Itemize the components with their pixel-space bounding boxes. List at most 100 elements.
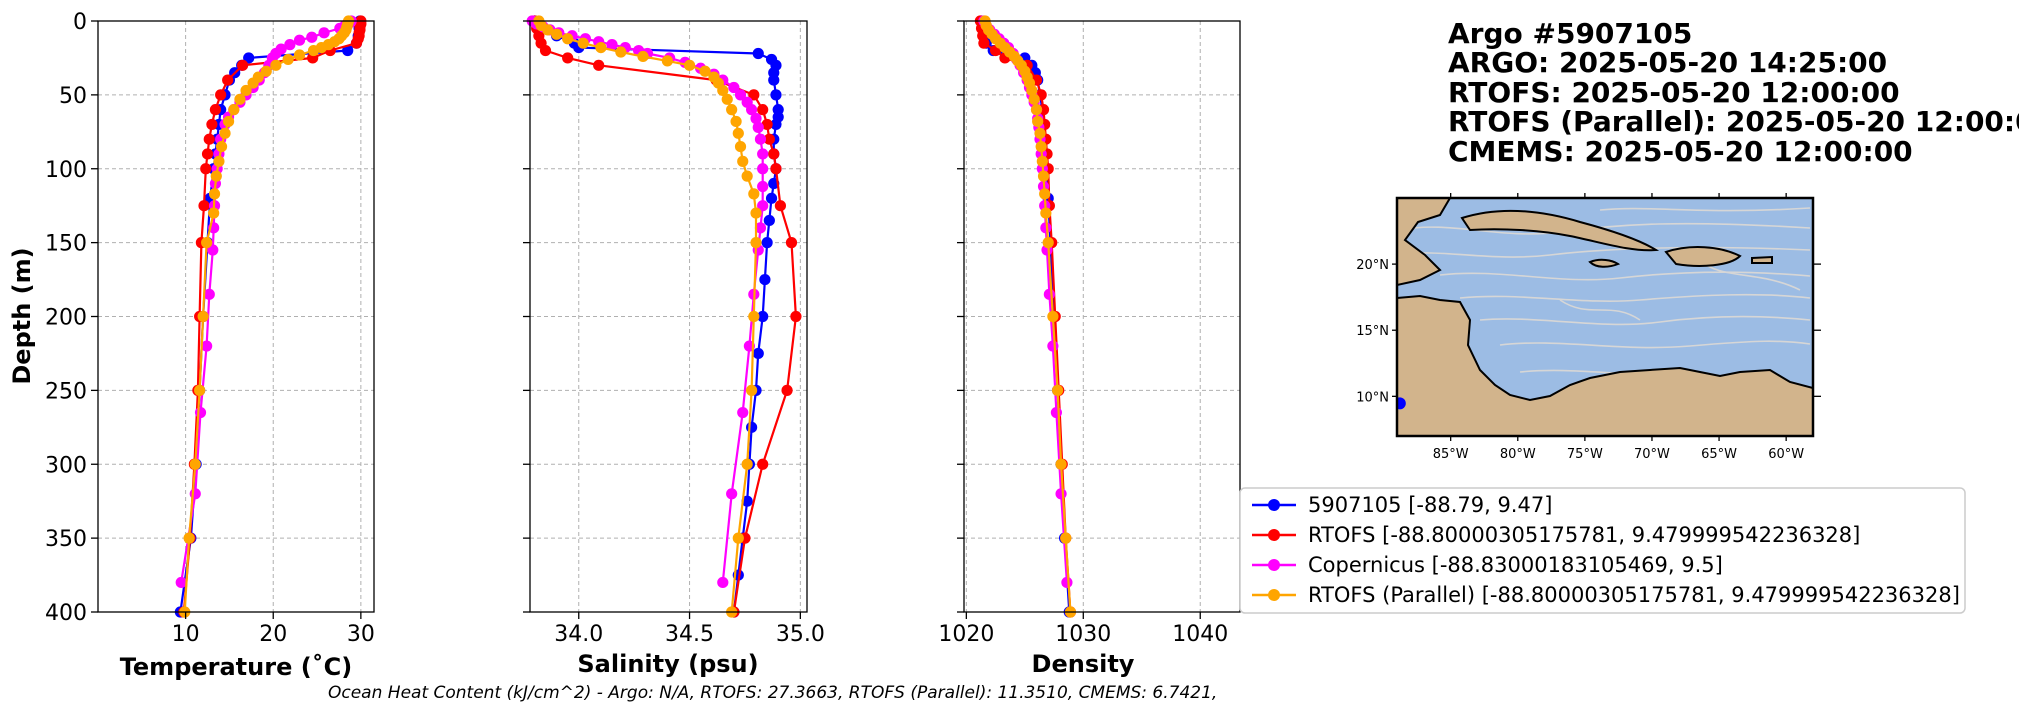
salinity-rtofs-point [768,148,780,160]
salinity-rtofs-point [790,310,802,323]
salinity-rtofs-parallel-point [562,33,574,45]
density-copernicus-point [1040,222,1052,234]
info-rtofs-time: RTOFS: 2025-05-20 12:00:00 [1448,76,1900,109]
salinity-argo-point [741,495,753,507]
info-rtofs-parallel-time: RTOFS (Parallel): 2025-05-20 12:00:00 [1448,105,2019,138]
legend-argo-swatch-marker [1268,499,1280,511]
salinity-rtofs-parallel-point [732,127,744,139]
ocean-heat-content-footer: Ocean Heat Content (kJ/cm^2) - Argo: N/A… [328,683,1217,703]
temperature-argo-point [342,44,354,57]
temperature-copernicus-point [306,31,318,43]
salinity-rtofs-parallel-point [737,155,749,167]
salinity-rtofs-parallel-point [750,237,762,249]
density-copernicus-point [1043,288,1055,300]
temperature-copernicus-point [189,488,201,500]
map-lat-label: 15°N [1356,324,1389,339]
salinity-copernicus-point [757,200,769,212]
depth-tick-label: 400 [45,601,87,626]
salinity-rtofs-parallel-point [683,59,696,71]
salinity-copernicus-point [757,163,769,175]
salinity-rtofs-parallel-point [595,41,607,54]
salinity-copernicus-point [734,89,747,101]
temperature-rtofs-parallel-point [222,115,235,128]
temperature-copernicus-point [194,406,207,419]
density-rtofs-parallel-point [1037,170,1050,182]
salinity-argo-point [770,89,782,101]
temperature-copernicus-point [207,244,219,256]
salinity-argo-point [752,47,764,60]
temperature-copernicus-point [293,34,306,46]
salinity-rtofs-parallel-point [542,24,554,36]
temperature-argo-point [243,52,255,64]
temperature-rtofs-parallel-point [197,310,209,323]
salinity-rtofs-parallel-point [550,28,563,40]
temperature-copernicus-point [284,39,296,51]
temperature-rtofs-point [198,200,210,212]
temperature-rtofs-point [215,89,227,101]
legend-copernicus-swatch-marker [1268,559,1280,571]
density-rtofs-parallel-point [1060,532,1072,544]
depth-tick-label: 100 [45,158,87,183]
salinity-copernicus-point [754,133,767,145]
salinity-rtofs-parallel-point [721,93,733,105]
salinity-rtofs-point [761,118,773,131]
temperature-rtofs-parallel-point [208,207,220,219]
legend-argo-label: 5907105 [-88.79, 9.47] [1308,493,1552,517]
profile-info: Argo #5907105 ARGO: 2025-05-20 14:25:00 … [1448,17,2019,168]
density-rtofs-parallel-point [1032,115,1044,128]
temperature-xlabel: Temperature (˚C) [120,653,353,681]
salinity-argo-point [759,273,771,286]
temperature-rtofs-parallel-point [210,170,222,182]
density-panel: 1020 1030 1040 Density [938,15,1241,678]
density-copernicus-point [1050,406,1062,419]
salinity-argo-point [752,347,764,360]
temperature-rtofs-point [203,133,215,145]
temperature-rtofs-point [200,163,212,175]
density-rtofs-point [978,37,990,49]
temperature-rtofs-parallel-point [201,237,213,249]
temperature-rtofs-parallel-point [240,84,252,97]
density-rtofs-parallel-point [1051,384,1064,396]
temperature-rtofs-parallel-point [247,77,259,89]
temperature-rtofs-parallel-point [228,104,240,116]
salinity-rtofs-parallel-point [734,140,747,153]
legend-entries: 5907105 [-88.79, 9.47] RTOFS [-88.8000030… [1252,493,1960,607]
salinity-copernicus-point [737,406,749,419]
land-puerto-rico [1751,255,1773,264]
salinity-rtofs-point [774,200,787,212]
temperature-rtofs-parallel-point [260,65,272,77]
salinity-copernicus-point [754,222,767,234]
map-lat-label: 10°N [1356,390,1389,405]
salinity-copernicus-point [717,576,729,589]
depth-tick-label: 50 [59,84,87,109]
salinity-xtick-label: 34.0 [554,622,603,647]
salinity-ticks: 34.0 34.5 35.0 [523,20,825,647]
salinity-rtofs-parallel-point [577,37,589,49]
legend-rtofs-swatch-marker [1268,529,1280,541]
salinity-argo-point [761,237,773,249]
salinity-rtofs-parallel-point [699,65,711,77]
temperature-xtick-label: 20 [259,622,287,647]
density-copernicus-point [1055,488,1067,500]
salinity-rtofs-point [781,384,793,396]
density-rtofs-parallel-point [1042,237,1054,249]
salinity-rtofs-point [748,89,760,101]
temperature-rtofs-parallel-point [270,59,282,71]
temperature-rtofs-point [206,118,218,131]
salinity-rtofs-point [539,44,552,57]
salinity-rtofs-parallel-point [741,458,753,470]
temperature-rtofs-parallel-point [215,140,228,153]
legend-rtofs-label: RTOFS [-88.80000305175781, 9.47999954223… [1308,523,1860,547]
salinity-rtofs-parallel-point [637,50,649,63]
density-copernicus-point [1061,576,1073,589]
info-argo-id: Argo #5907105 [1448,17,1692,50]
temperature-xtick-label: 30 [347,622,375,647]
map-land [1397,198,1813,436]
salinity-copernicus-point [757,148,769,160]
salinity-argo-point [763,214,775,227]
inset-map: 85°W 80°W 75°W 70°W 65°W 60°W 20°N 15°N 10°N [1356,193,1821,462]
density-xtick-label: 1020 [938,622,994,647]
salinity-copernicus-point [750,112,762,125]
map-lon-label: 60°W [1768,447,1804,462]
